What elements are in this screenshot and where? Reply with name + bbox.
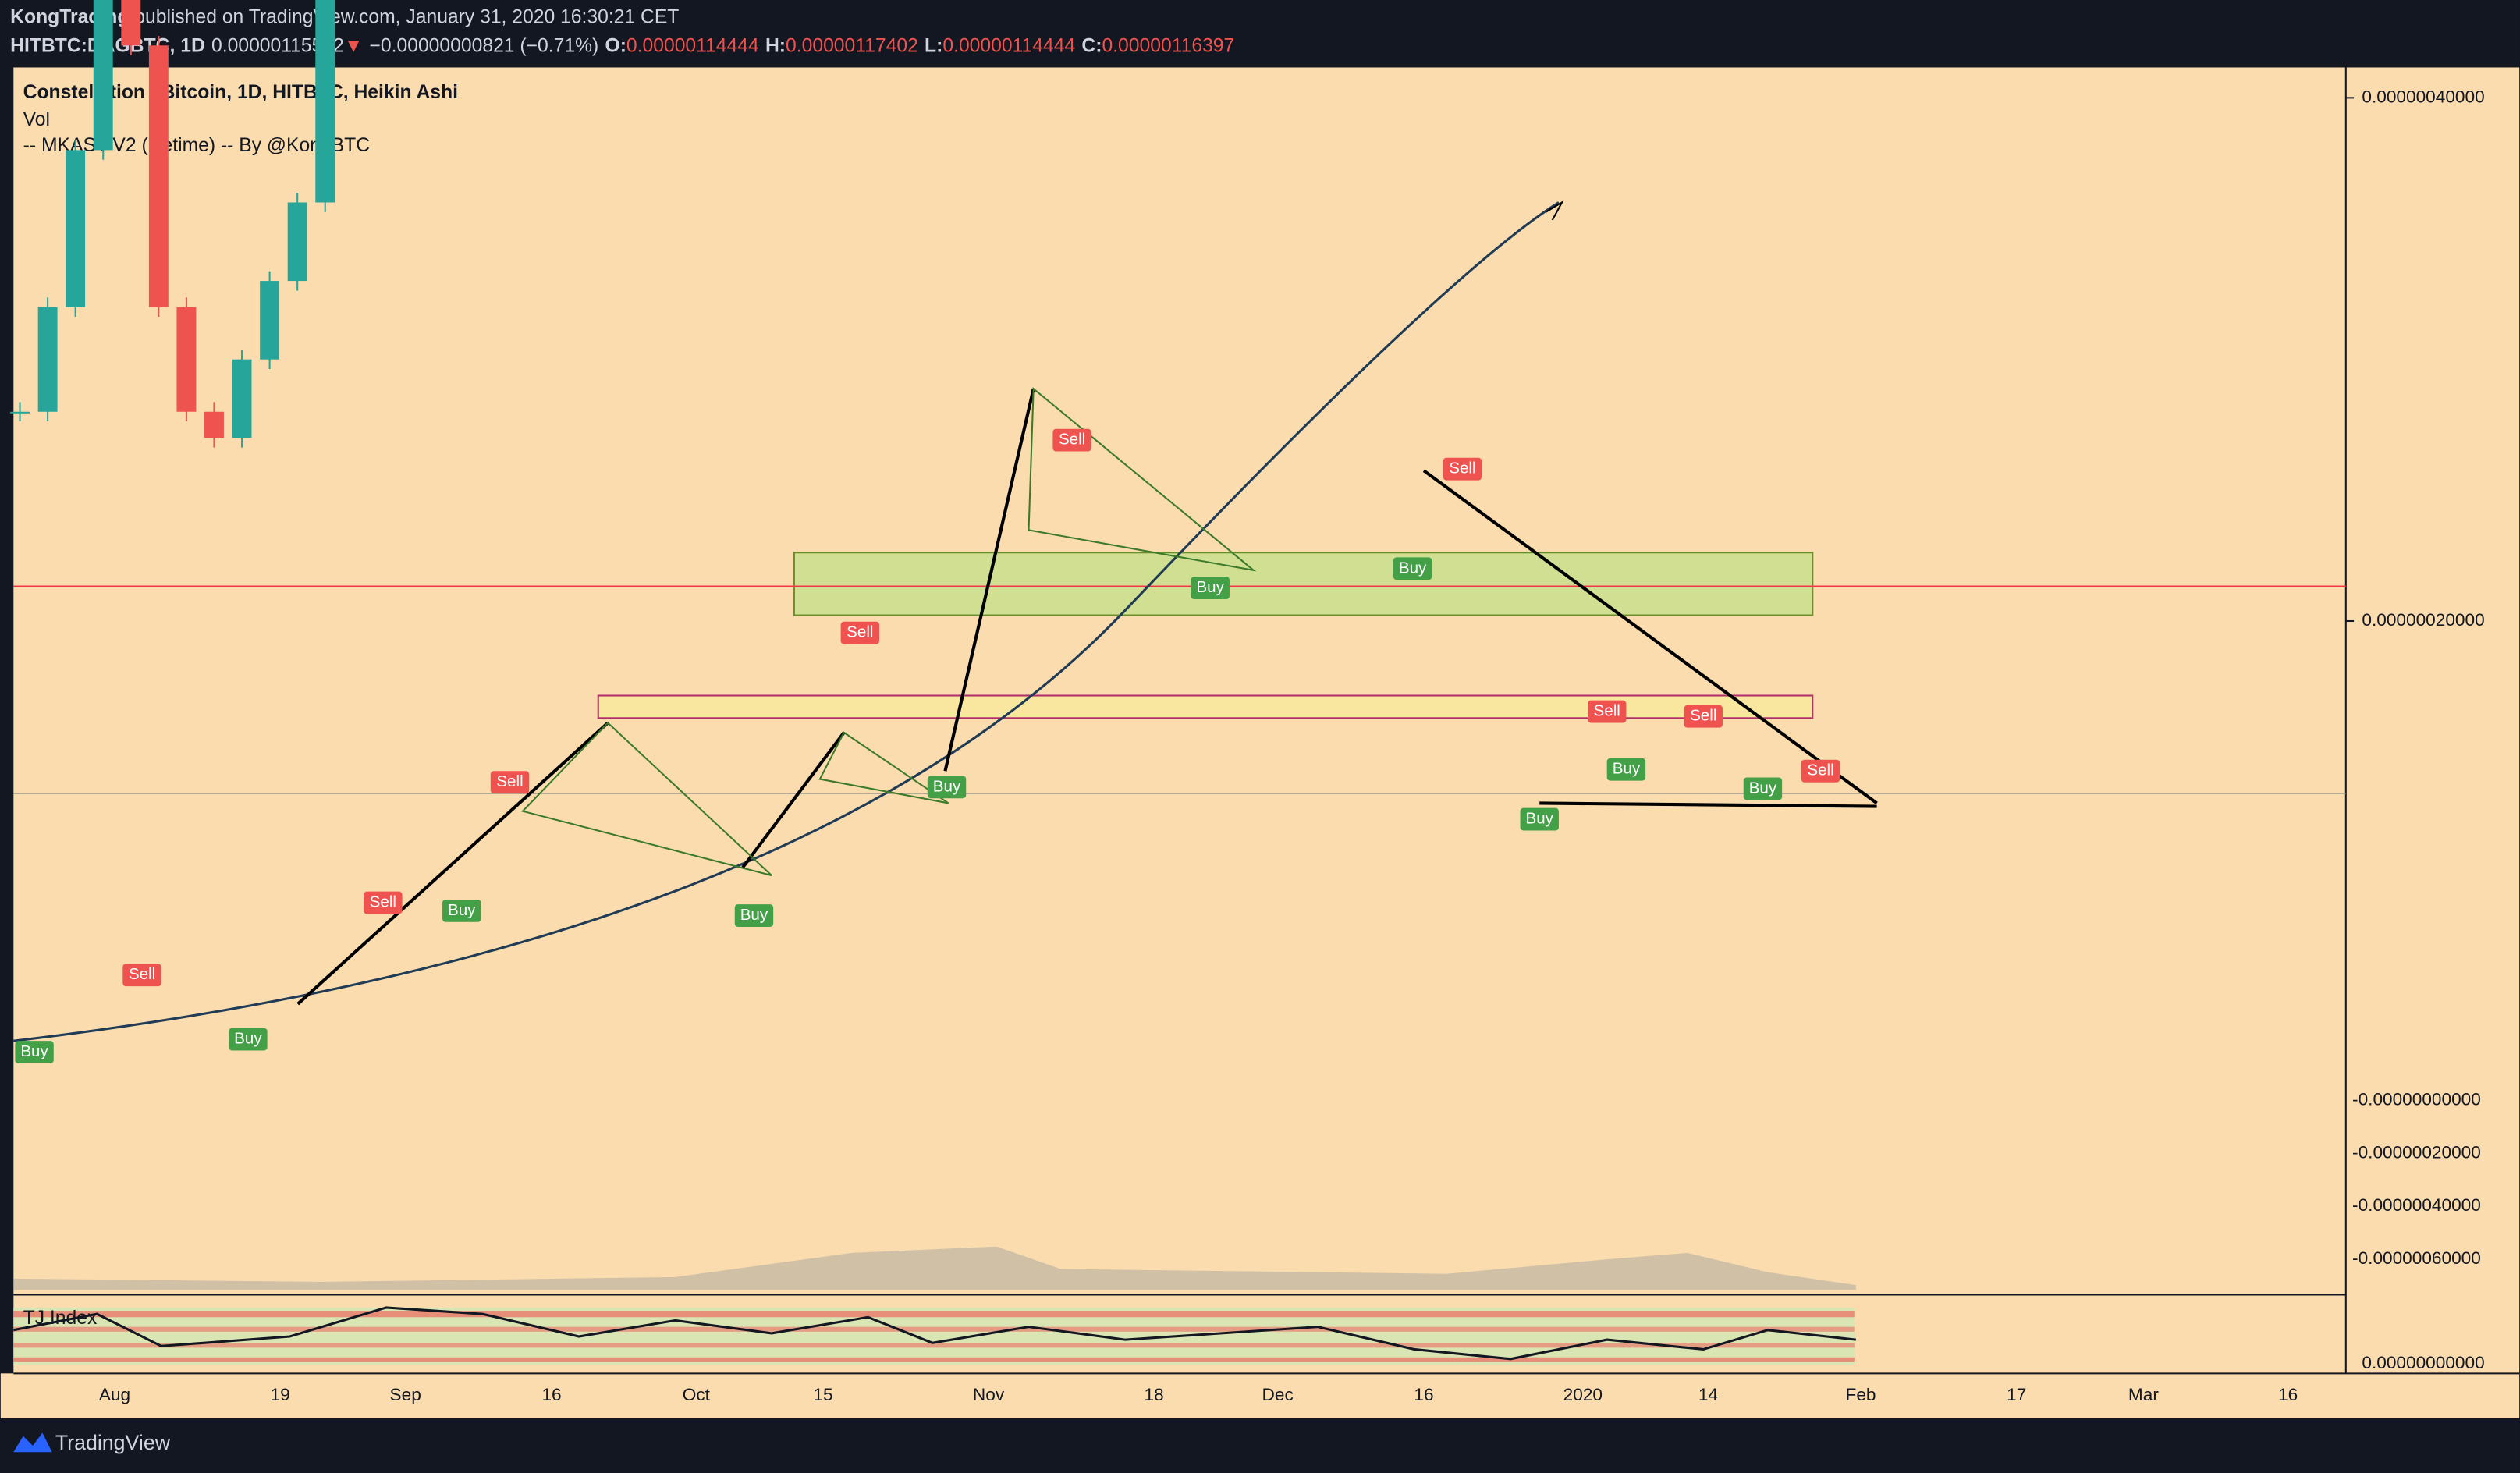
signal-label: Buy bbox=[1613, 760, 1641, 778]
candle-body bbox=[148, 45, 169, 307]
signal-badge bbox=[1191, 577, 1230, 599]
x-tick-label: 18 bbox=[1145, 1385, 1164, 1404]
drawings bbox=[13, 200, 1878, 1042]
y-tick-label: 0.00000040000 bbox=[2362, 87, 2484, 106]
candle-body bbox=[204, 411, 224, 438]
signal-label: Sell bbox=[847, 623, 873, 641]
x-tick-label: Dec bbox=[1262, 1385, 1294, 1404]
signal-label: Sell bbox=[1594, 702, 1620, 720]
candle-body bbox=[232, 359, 252, 438]
tj-stripes bbox=[13, 1306, 1857, 1366]
time-axis-pane bbox=[0, 1373, 2520, 1418]
volume-ma bbox=[13, 1246, 1856, 1290]
x-tick-label: Feb bbox=[1846, 1385, 1876, 1404]
x-tick-label: 17 bbox=[2007, 1385, 2026, 1404]
signal-label: Sell bbox=[1449, 460, 1475, 477]
signal-label: Sell bbox=[496, 772, 523, 790]
signal-badge bbox=[1743, 777, 1783, 800]
signal-badge bbox=[490, 771, 530, 794]
signal-badge bbox=[927, 776, 967, 799]
footer: TradingView bbox=[13, 1431, 171, 1454]
signal-label: Buy bbox=[740, 906, 768, 924]
signal-label: Buy bbox=[20, 1042, 48, 1060]
volume-axis-label: -0.00000060000 bbox=[2352, 1248, 2481, 1268]
signal-badge bbox=[1393, 557, 1432, 580]
legend-item: Vol bbox=[23, 109, 50, 130]
y-tick-label: 0.00000020000 bbox=[2362, 610, 2484, 630]
x-tick-label: Oct bbox=[683, 1385, 711, 1404]
candle-body bbox=[10, 411, 30, 414]
signal-badge bbox=[1052, 428, 1091, 452]
signal-badge bbox=[229, 1028, 268, 1051]
signal-label: Sell bbox=[1690, 707, 1716, 725]
signal-badge bbox=[1588, 700, 1627, 723]
publisher: KongTrading published on TradingView.com… bbox=[10, 6, 679, 27]
volume-axis-label: -0.00000020000 bbox=[2352, 1142, 2481, 1162]
signal-label: Buy bbox=[1749, 779, 1777, 797]
volume-axis-label: -0.00000040000 bbox=[2352, 1195, 2481, 1215]
signal-label: Buy bbox=[1526, 809, 1554, 827]
legend-title: Constellation / Bitcoin, 1D, HITBTC, Hei… bbox=[23, 82, 458, 103]
signal-label: Buy bbox=[448, 901, 476, 919]
footer-brand: TradingView bbox=[55, 1431, 171, 1454]
x-tick-label: 14 bbox=[1698, 1385, 1718, 1404]
candle-body bbox=[37, 307, 58, 412]
signal-label: Buy bbox=[234, 1030, 262, 1048]
x-tick-label: 19 bbox=[270, 1385, 289, 1404]
signal-label: Buy bbox=[1196, 578, 1224, 596]
candle-body bbox=[315, 0, 335, 203]
x-tick-label: 16 bbox=[1414, 1385, 1433, 1404]
signal-badge bbox=[734, 904, 774, 927]
signal-badge bbox=[122, 964, 161, 987]
x-tick-label: 16 bbox=[541, 1385, 561, 1404]
signal-badge bbox=[1520, 807, 1559, 831]
signal-label: Sell bbox=[129, 965, 155, 983]
signal-badge bbox=[364, 891, 403, 914]
candle-body bbox=[121, 0, 141, 46]
signal-label: Buy bbox=[933, 777, 961, 795]
signal-badge bbox=[1606, 758, 1646, 781]
signal-badge bbox=[15, 1041, 54, 1063]
volume-axis-label: -0.00000000000 bbox=[2352, 1089, 2481, 1109]
signal-label: Buy bbox=[1399, 559, 1427, 577]
tj-title: TJ Index bbox=[23, 1308, 98, 1329]
price-axis-pane bbox=[2345, 67, 2520, 1374]
signal-label: Sell bbox=[370, 893, 396, 911]
candle-body bbox=[66, 150, 86, 307]
candle-body bbox=[260, 281, 280, 360]
support-zone bbox=[597, 694, 1814, 719]
x-tick-label: Sep bbox=[390, 1385, 421, 1404]
x-tick-label: Aug bbox=[99, 1385, 130, 1404]
candle-body bbox=[287, 202, 307, 282]
x-tick-label: 2020 bbox=[1563, 1385, 1603, 1404]
resistance-zone bbox=[793, 552, 1814, 616]
chart-pane bbox=[13, 67, 2346, 1374]
signal-badge bbox=[840, 621, 880, 644]
ohlc: HITBTC:DAGBTC, 1D 0.00000115522▼ −0.000000… bbox=[10, 35, 1234, 56]
x-tick-label: Mar bbox=[2128, 1385, 2159, 1404]
signal-label: Sell bbox=[1807, 761, 1833, 779]
signal-badge bbox=[442, 899, 481, 922]
x-tick-label: Nov bbox=[973, 1385, 1005, 1404]
tj-axis-label: 0.00000000000 bbox=[2362, 1353, 2484, 1372]
signal-badge bbox=[1684, 705, 1723, 728]
candle-body bbox=[93, 0, 113, 151]
candle-body bbox=[176, 307, 197, 412]
header: KongTrading published on TradingView.com… bbox=[10, 6, 1234, 56]
signal-badge bbox=[1443, 457, 1482, 481]
signal-badge bbox=[1801, 759, 1840, 783]
x-tick-label: 15 bbox=[813, 1385, 832, 1404]
signal-label: Sell bbox=[1059, 431, 1085, 449]
x-tick-label: 16 bbox=[2278, 1385, 2298, 1404]
